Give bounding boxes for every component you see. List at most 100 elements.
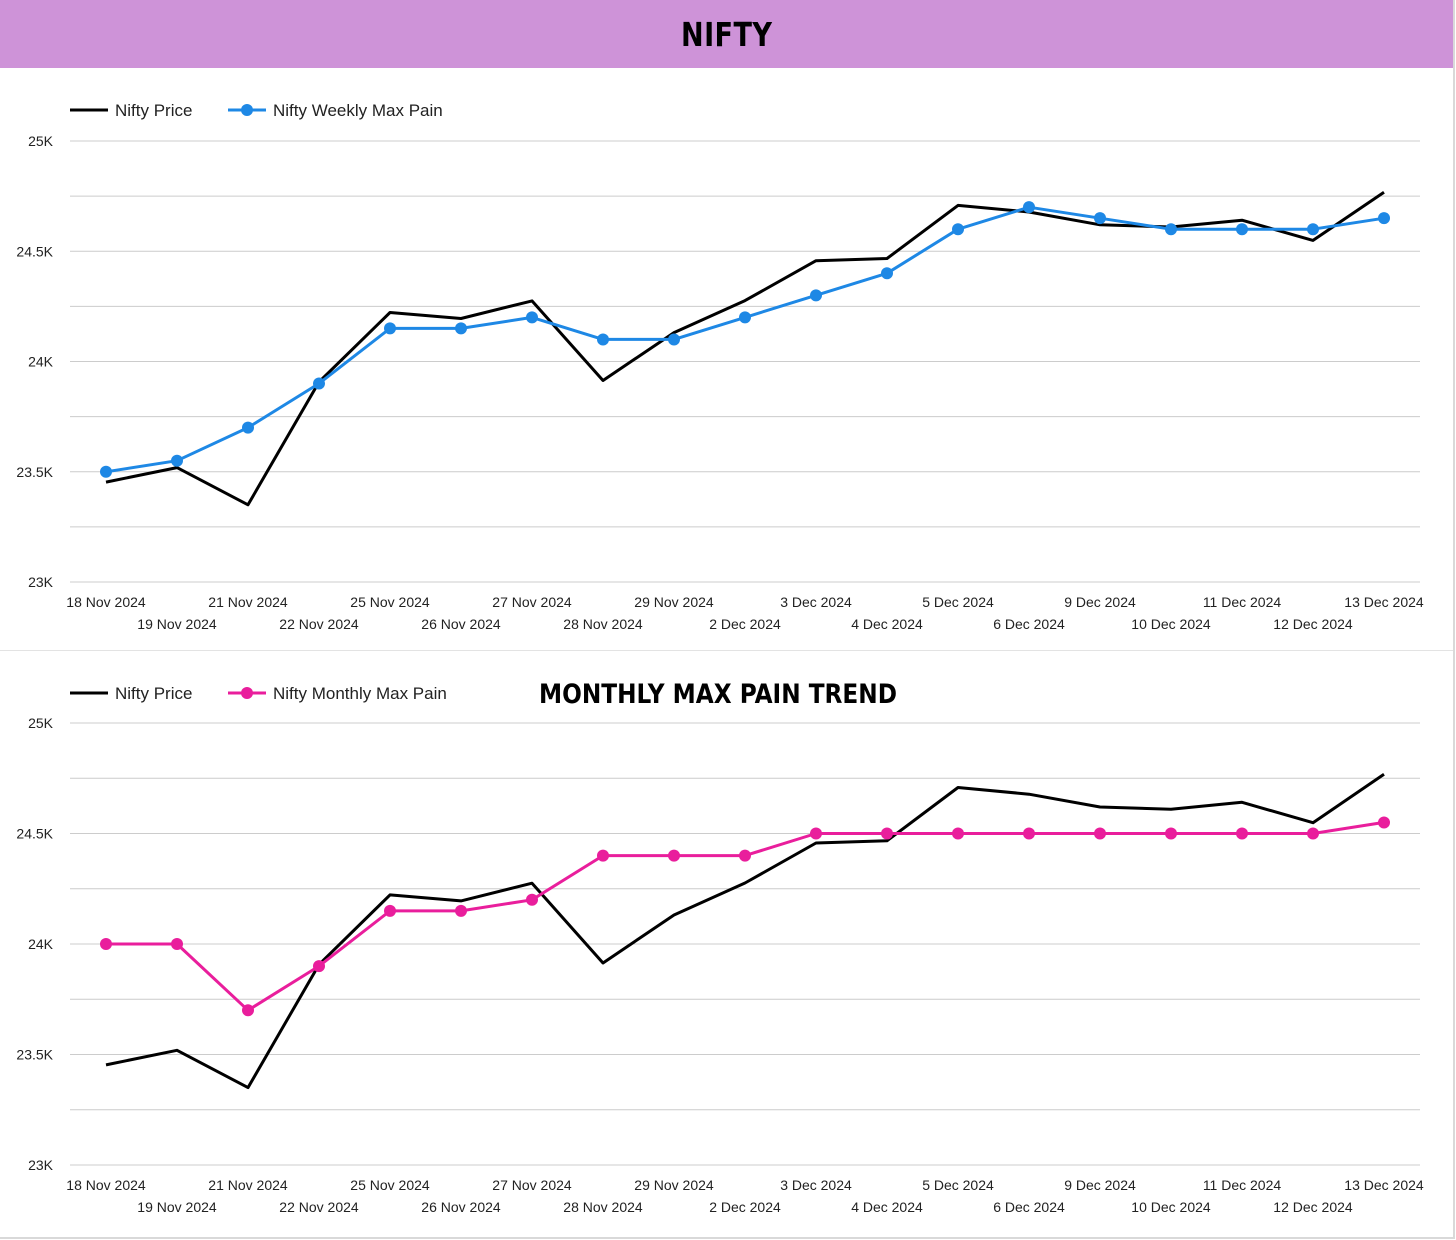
data-point: [1307, 223, 1319, 236]
x-tick-label: 11 Dec 2024: [1203, 594, 1282, 610]
x-tick-label: 5 Dec 2024: [922, 594, 994, 610]
data-point: [242, 1004, 254, 1017]
data-point: [668, 333, 680, 346]
x-tick-label: 9 Dec 2024: [1064, 594, 1136, 610]
x-tick-label: 28 Nov 2024: [563, 1199, 643, 1215]
data-point: [242, 421, 254, 434]
data-point: [668, 849, 680, 862]
legend-item: Nifty Price: [70, 101, 192, 120]
x-tick-label: 5 Dec 2024: [922, 1177, 994, 1193]
data-point: [1094, 212, 1106, 225]
y-tick-label: 24K: [28, 936, 54, 952]
gridlines: [70, 140, 1420, 583]
x-tick-label: 19 Nov 2024: [137, 616, 217, 632]
data-point: [1378, 816, 1390, 829]
gridlines: [70, 722, 1420, 1166]
x-tick-label: 25 Nov 2024: [350, 1177, 430, 1193]
x-tick-label: 18 Nov 2024: [66, 594, 146, 610]
x-tick-label: 12 Dec 2024: [1273, 1199, 1353, 1215]
x-tick-label: 22 Nov 2024: [279, 1199, 359, 1215]
legend-item: Nifty Weekly Max Pain: [228, 101, 443, 120]
x-tick-label: 27 Nov 2024: [492, 594, 572, 610]
x-tick-label: 9 Dec 2024: [1064, 1177, 1136, 1193]
data-point: [171, 938, 183, 950]
data-point: [313, 960, 325, 973]
data-point: [1165, 223, 1177, 236]
x-tick-label: 21 Nov 2024: [208, 1177, 288, 1193]
data-point: [881, 267, 893, 280]
data-point: [384, 904, 396, 917]
data-point: [384, 322, 396, 335]
legend-label: Nifty Price: [115, 101, 192, 120]
y-tick-label: 25K: [28, 133, 54, 149]
series-line-nifty-weekly-max-pain: [105, 205, 1385, 474]
data-point: [1165, 827, 1177, 840]
data-point: [597, 849, 609, 862]
series-line-nifty-price: [105, 190, 1385, 507]
data-point: [810, 289, 822, 302]
data-point: [100, 465, 112, 478]
legend-item: Nifty Monthly Max Pain: [228, 684, 447, 703]
y-tick-label: 23K: [28, 1157, 54, 1173]
data-point: [1094, 827, 1106, 840]
data-point: [810, 827, 822, 840]
data-point: [526, 893, 538, 906]
x-tick-label: 6 Dec 2024: [993, 1199, 1065, 1215]
monthly-max-pain-chart-panel: 23K 23.5K 24K 24.5K 25K 18 Nov 2024 19 Nov 202…: [0, 650, 1453, 1239]
legend-label: Nifty Weekly Max Pain: [273, 101, 443, 120]
y-tick-label: 24.5K: [16, 826, 53, 842]
data-point: [526, 311, 538, 324]
x-tick-label: 21 Nov 2024: [208, 594, 288, 610]
data-point: [1023, 827, 1035, 840]
data-point: [881, 827, 893, 840]
x-tick-label: 29 Nov 2024: [634, 594, 714, 610]
data-point: [100, 938, 112, 950]
data-point: [1378, 212, 1390, 225]
y-tick-label: 23.5K: [16, 1047, 53, 1063]
x-tick-label: 3 Dec 2024: [780, 1177, 852, 1193]
y-tick-label: 25K: [28, 715, 54, 731]
legend-swatch-marker: [241, 104, 253, 116]
x-tick-label: 2 Dec 2024: [709, 616, 781, 632]
x-tick-label: 13 Dec 2024: [1344, 594, 1424, 610]
x-tick-label: 22 Nov 2024: [279, 616, 359, 632]
x-tick-label: 10 Dec 2024: [1131, 1199, 1211, 1215]
weekly-max-pain-chart: 23K 23.5K 24K 24.5K 25K 18 Nov 2024 19 Nov 202…: [16, 101, 1424, 632]
y-tick-label: 24.5K: [16, 243, 53, 259]
legend-label: Nifty Price: [115, 684, 192, 703]
y-tick-label: 23K: [28, 574, 54, 590]
header-bar: NIFTY: [0, 0, 1453, 68]
x-tick-label: 3 Dec 2024: [780, 594, 852, 610]
x-tick-label: 10 Dec 2024: [1131, 616, 1211, 632]
data-point: [739, 311, 751, 324]
y-tick-label: 24K: [28, 354, 54, 370]
data-point: [455, 904, 467, 917]
legend-item: Nifty Price: [70, 684, 192, 703]
x-tick-label: 26 Nov 2024: [421, 1199, 501, 1215]
page-title: NIFTY: [680, 14, 773, 54]
data-point: [1023, 201, 1035, 214]
weekly-max-pain-chart-panel: 23K 23.5K 24K 24.5K 25K 18 Nov 2024 19 Nov 202…: [0, 68, 1453, 650]
x-tick-label: 2 Dec 2024: [709, 1199, 781, 1215]
x-tick-label: 6 Dec 2024: [993, 616, 1065, 632]
legend-label: Nifty Monthly Max Pain: [273, 684, 447, 703]
x-tick-label: 4 Dec 2024: [851, 1199, 923, 1215]
data-point: [171, 454, 183, 467]
legend-swatch-marker: [241, 687, 253, 699]
x-tick-label: 27 Nov 2024: [492, 1177, 572, 1193]
chart-title: MONTHLY MAX PAIN TREND: [538, 679, 898, 710]
x-tick-label: 26 Nov 2024: [421, 616, 501, 632]
data-point: [455, 322, 467, 335]
x-tick-label: 13 Dec 2024: [1344, 1177, 1424, 1193]
data-point: [313, 377, 325, 390]
monthly-max-pain-chart: 23K 23.5K 24K 24.5K 25K 18 Nov 2024 19 Nov 202…: [16, 684, 1424, 1215]
data-point: [1307, 827, 1319, 840]
x-tick-label: 11 Dec 2024: [1203, 1177, 1282, 1193]
data-point: [952, 827, 964, 840]
x-tick-label: 4 Dec 2024: [851, 616, 923, 632]
x-tick-label: 19 Nov 2024: [137, 1199, 217, 1215]
x-tick-label: 18 Nov 2024: [66, 1177, 146, 1193]
data-point: [952, 223, 964, 236]
y-tick-label: 23.5K: [16, 464, 53, 480]
